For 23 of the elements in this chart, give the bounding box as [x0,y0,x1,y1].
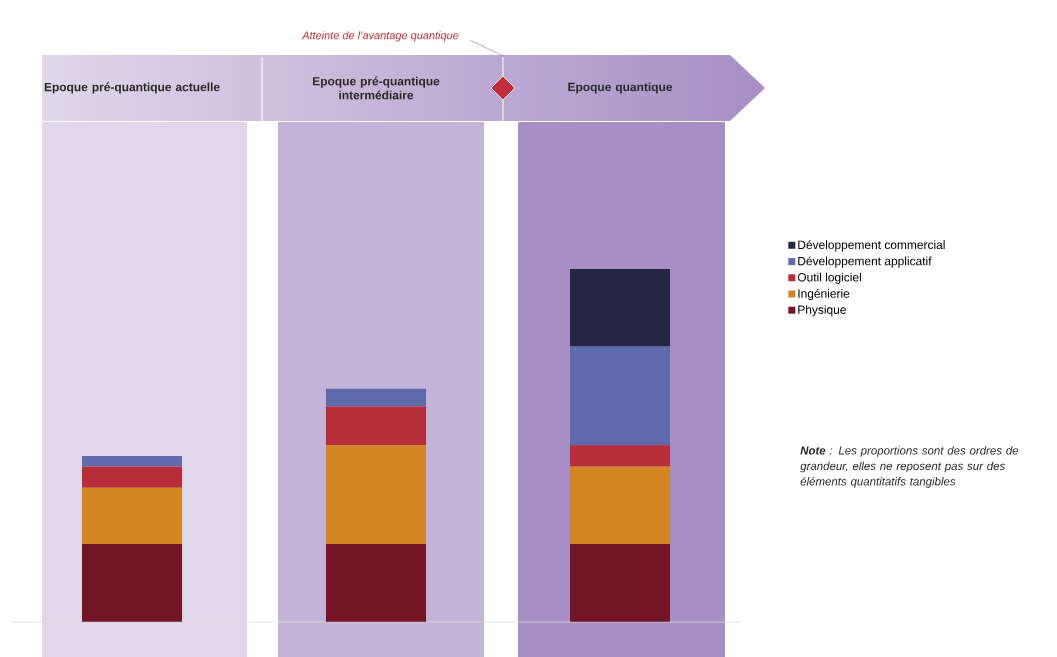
bar [569,445,671,467]
text: Atteinte de l’avantage quantique [301,31,459,42]
bar [325,445,427,545]
text: Note : Les proportions sont des ordres de grandeur, elles ne reposent pas sur des éléments quantitatifs tangibles [800,446,1019,488]
bar [81,455,183,467]
legend-label: Ingénierie [798,288,850,301]
bar [325,406,427,446]
x-tick-label: Epoque pré-quantique intermédiaire [313,76,440,100]
legend-label: Développement applicatif [798,256,932,268]
x-tick-label: Epoque quantique [568,82,673,94]
legend-label: Développement commercial [798,240,945,252]
bar [569,268,671,347]
legend-label: Physique [798,305,846,317]
bar [325,388,427,407]
bar [81,544,183,622]
bar [81,466,183,488]
bar [569,544,671,622]
bar [81,487,183,545]
x-tick-label: Epoque pré-quantique actuelle [44,82,220,94]
legend-label: Outil logiciel [797,272,861,284]
bar [569,466,671,545]
bar [325,544,427,622]
bar [569,346,671,446]
